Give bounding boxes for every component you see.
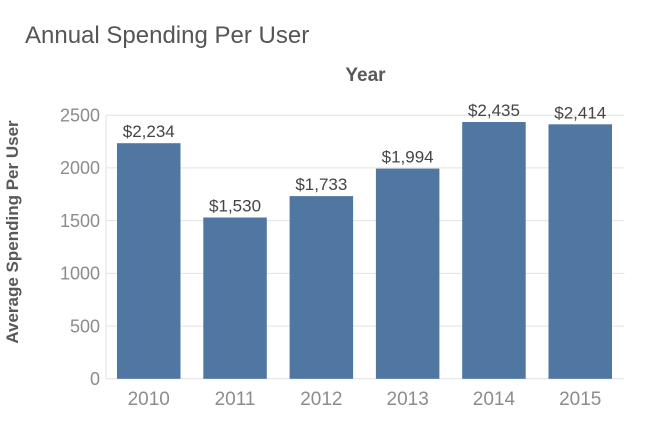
svg-text:2500: 2500: [60, 105, 100, 125]
svg-text:2011: 2011: [215, 389, 256, 410]
svg-text:$1,994: $1,994: [382, 148, 434, 167]
svg-text:$2,414: $2,414: [554, 103, 606, 122]
svg-text:$2,435: $2,435: [468, 101, 520, 120]
svg-text:500: 500: [70, 316, 100, 336]
svg-text:1000: 1000: [60, 264, 100, 284]
svg-text:2012: 2012: [300, 389, 342, 410]
svg-text:2013: 2013: [387, 389, 429, 410]
svg-text:2015: 2015: [559, 389, 601, 410]
svg-text:2000: 2000: [60, 158, 100, 178]
svg-text:$1,530: $1,530: [209, 197, 261, 216]
svg-text:2014: 2014: [473, 389, 516, 410]
svg-text:$2,234: $2,234: [123, 122, 175, 141]
svg-text:2010: 2010: [128, 389, 170, 410]
svg-text:Average Spending Per User: Average Spending Per User: [3, 120, 22, 344]
svg-text:0: 0: [90, 369, 100, 389]
svg-text:$1,733: $1,733: [295, 175, 347, 194]
svg-text:1500: 1500: [60, 211, 100, 231]
